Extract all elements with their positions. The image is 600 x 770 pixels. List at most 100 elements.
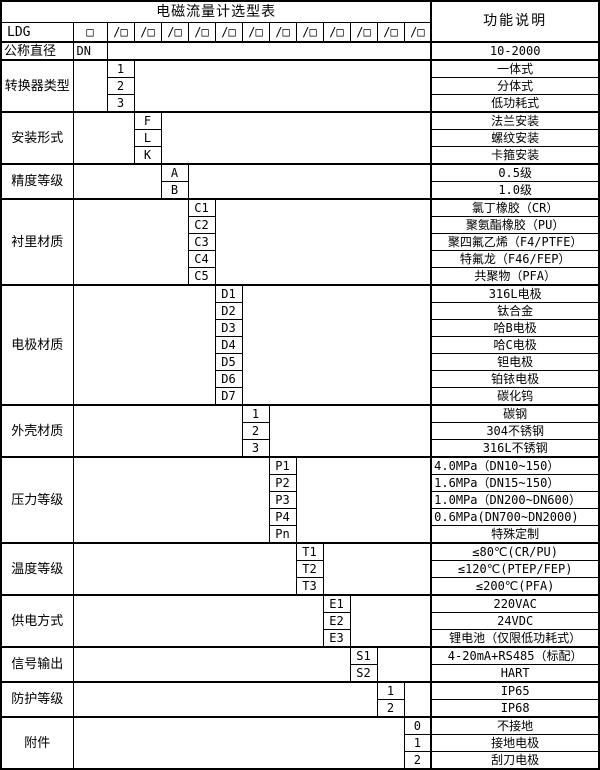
option-desc: 哈C电极 [430, 336, 600, 354]
option-desc: 螺纹安装 [430, 129, 600, 147]
option-code: L [133, 129, 162, 147]
group-label-12: 附件 [0, 716, 74, 770]
option-row: 2 304不锈钢 [1, 422, 600, 440]
group-label-5: 电极材质 [0, 284, 74, 406]
option-row: 精度等级 A 0.5级 [0, 163, 600, 200]
option-desc: 316L不锈钢 [430, 439, 600, 458]
option-desc: 碳钢 [430, 404, 600, 423]
option-row: 外壳材质 1 碳钢 [0, 404, 600, 458]
option-code: T2 [295, 560, 324, 578]
option-code: C3 [187, 233, 216, 251]
option-desc: 聚氨酯橡胶（PU） [430, 216, 600, 234]
option-code: E3 [322, 629, 351, 648]
option-row: 防护等级 1 IP65 [0, 681, 600, 718]
spacer-cell [72, 404, 243, 458]
group-label-4: 衬里材质 [0, 198, 74, 286]
group-label-10: 信号输出 [0, 646, 74, 683]
spacer-cell [349, 594, 432, 648]
option-code: B [160, 181, 189, 200]
option-code: D1 [214, 284, 243, 303]
group-label-11: 防护等级 [0, 681, 74, 718]
option-code: 3 [106, 94, 135, 113]
spacer-cell [72, 111, 135, 165]
option-row: C5 共聚物（PFA） [1, 267, 600, 286]
option-desc: 24VDC [430, 612, 600, 630]
option-desc: 不接地 [430, 716, 600, 735]
group-label-2: 安装形式 [0, 111, 74, 165]
option-code: 2 [241, 422, 270, 440]
option-row: E3 锂电池（仅限低功耗式） [1, 629, 600, 648]
option-row: 信号输出 S1 4-20mA+RS485（标配） [0, 646, 600, 683]
spacer-cell [72, 646, 351, 683]
option-row: C4 特氟龙（F46/FEP） [1, 250, 600, 268]
option-row: 电极材质 D1 316L电极 [0, 284, 600, 406]
option-desc: 304不锈钢 [430, 422, 600, 440]
option-code: C5 [187, 267, 216, 286]
option-desc: ≤80℃(CR/PU) [430, 542, 600, 561]
group-label-0: 公称直径 [0, 41, 74, 61]
option-row: 供电方式 E1 220VAC [0, 594, 600, 648]
option-row: D5 钽电极 [1, 353, 600, 371]
option-code: D4 [214, 336, 243, 354]
option-desc: 氯丁橡胶（CR） [430, 198, 600, 217]
option-desc: 4.0MPa（DN10~150） [430, 456, 600, 475]
option-row: 衬里材质 C1 氯丁橡胶（CR） [0, 198, 600, 286]
option-row: 2 分体式 [1, 77, 600, 95]
option-row: C3 聚四氟乙烯（F4/PTFE） [1, 233, 600, 251]
spacer-cell [106, 41, 432, 61]
option-row: P2 1.6MPa（DN15~150） [1, 474, 600, 492]
option-desc: 刮刀电极 [430, 751, 600, 770]
option-row: 转换器类型 1 一体式 [0, 59, 600, 113]
spacer-cell [72, 716, 405, 770]
spacer-cell [72, 198, 189, 286]
option-code: 2 [376, 699, 405, 718]
model-slot-5: /□ [214, 22, 243, 43]
option-code: P4 [268, 508, 297, 526]
model-slot-2: /□ [133, 22, 162, 43]
option-code: 2 [106, 77, 135, 95]
option-desc: 一体式 [430, 59, 600, 78]
option-code: T3 [295, 577, 324, 596]
option-desc: 钛合金 [430, 302, 600, 320]
table-title: 电磁流量计选型表 [0, 0, 432, 23]
spacer-cell [72, 456, 270, 544]
spacer-cell [322, 542, 432, 596]
group-label-7: 压力等级 [0, 456, 74, 544]
spacer-cell [133, 59, 432, 113]
group-label-6: 外壳材质 [0, 404, 74, 458]
option-row: 附件 0 不接地 [0, 716, 600, 770]
option-code: E1 [322, 594, 351, 613]
option-code: K [133, 146, 162, 165]
option-code: 1 [403, 734, 432, 752]
option-desc: 法兰安装 [430, 111, 600, 130]
option-code: E2 [322, 612, 351, 630]
option-desc: 接地电极 [430, 734, 600, 752]
option-desc: 特殊定制 [430, 525, 600, 544]
spacer-cell [241, 284, 432, 406]
model-slot-10: /□ [349, 22, 378, 43]
option-row: 安装形式 F 法兰安装 [0, 111, 600, 165]
option-row: E2 24VDC [1, 612, 600, 630]
group-label-8: 温度等级 [0, 542, 74, 596]
option-desc: 聚四氟乙烯（F4/PTFE） [430, 233, 600, 251]
option-row: 公称直径 DN 10-2000 [0, 41, 600, 61]
spacer-cell [403, 681, 432, 718]
option-code: 1 [241, 404, 270, 423]
option-code: S1 [349, 646, 378, 665]
option-desc: ≤120℃(PTEP/FEP) [430, 560, 600, 578]
option-code: D5 [214, 353, 243, 371]
option-code: D3 [214, 319, 243, 337]
model-slot-8: /□ [295, 22, 324, 43]
model-prefix: LDG [0, 22, 74, 43]
model-slot-11: /□ [376, 22, 405, 43]
option-row: 压力等级 P1 4.0MPa（DN10~150） [0, 456, 600, 544]
model-slot-7: /□ [268, 22, 297, 43]
option-code: P2 [268, 474, 297, 492]
option-code: 3 [241, 439, 270, 458]
option-desc: IP68 [430, 699, 600, 718]
option-desc: 10-2000 [430, 41, 600, 61]
option-row: P4 0.6MPa(DN700~DN2000) [1, 508, 600, 526]
option-code: 0 [403, 716, 432, 735]
option-desc: 分体式 [430, 77, 600, 95]
